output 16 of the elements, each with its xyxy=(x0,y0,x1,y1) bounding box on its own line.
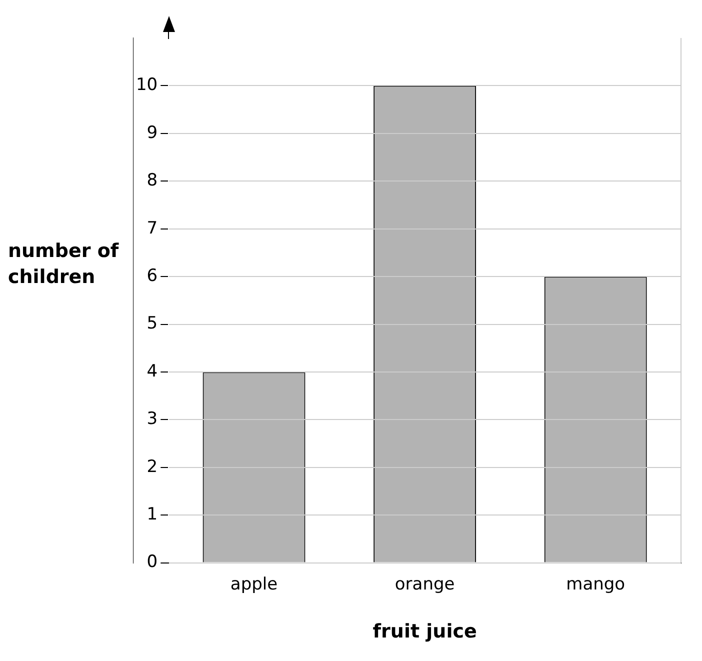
y-tick-label: 10 xyxy=(136,75,158,96)
y-tick-label: 0 xyxy=(146,552,158,572)
y-tick-label: 5 xyxy=(146,314,158,334)
x-tick-label: apple xyxy=(230,574,278,594)
x-axis-title: fruit juice xyxy=(372,620,477,643)
y-tick-label: 6 xyxy=(146,266,158,286)
y-axis-title: number of children xyxy=(8,239,120,290)
y-tick-label: 9 xyxy=(146,122,158,143)
x-tick-label: orange xyxy=(394,574,455,594)
y-tick-label: 4 xyxy=(146,361,158,382)
y-tick-label: 2 xyxy=(146,456,158,477)
y-tick-label: 8 xyxy=(146,170,158,191)
y-tick-label: 7 xyxy=(146,218,158,238)
y-tick-label: 1 xyxy=(146,504,158,525)
y-tick-label: 3 xyxy=(146,409,158,430)
x-tick-label: mango xyxy=(566,574,626,594)
